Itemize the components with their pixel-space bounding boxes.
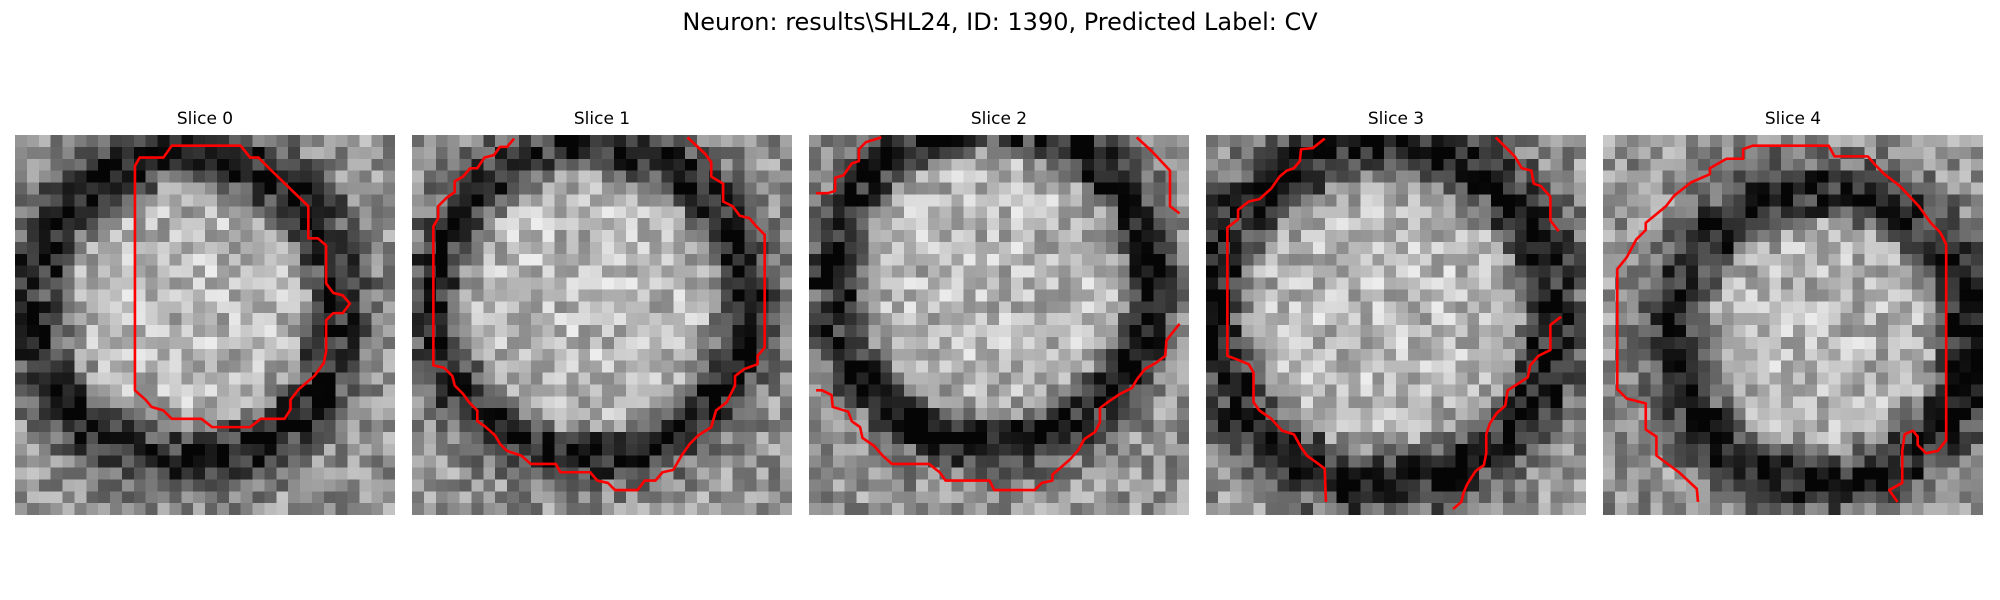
slice-pixels-0 — [15, 135, 395, 515]
slice-pixels-1 — [412, 135, 792, 515]
contour-line-3-2 — [1452, 315, 1562, 511]
slice-image-1 — [412, 135, 792, 515]
contour-line-0-0 — [133, 144, 352, 429]
slice-title-0: Slice 0 — [176, 109, 234, 129]
contour-line-3-0 — [1226, 137, 1328, 502]
slice-image-3 — [1206, 135, 1586, 515]
slice-title-3: Slice 3 — [1367, 109, 1425, 129]
slice-pixels-2 — [809, 135, 1189, 515]
slice-title-1: Slice 1 — [573, 109, 631, 129]
contour-line-2-1 — [1135, 136, 1181, 215]
slice-image-4 — [1603, 135, 1983, 515]
slice-pixels-4 — [1603, 135, 1983, 515]
contour-line-4-0 — [1615, 144, 1948, 503]
contour-line-2-2 — [816, 322, 1181, 492]
slice-image-0 — [15, 135, 395, 515]
figure-title: Neuron: results\SHL24, ID: 1390, Predict… — [682, 8, 1318, 36]
contour-line-1-0 — [432, 136, 766, 492]
contour-line-3-1 — [1494, 136, 1560, 232]
slice-title-4: Slice 4 — [1764, 109, 1822, 129]
slice-pixels-3 — [1206, 135, 1586, 515]
slice-image-2 — [809, 135, 1189, 515]
slice-title-2: Slice 2 — [970, 109, 1028, 129]
contour-line-2-0 — [816, 136, 882, 195]
